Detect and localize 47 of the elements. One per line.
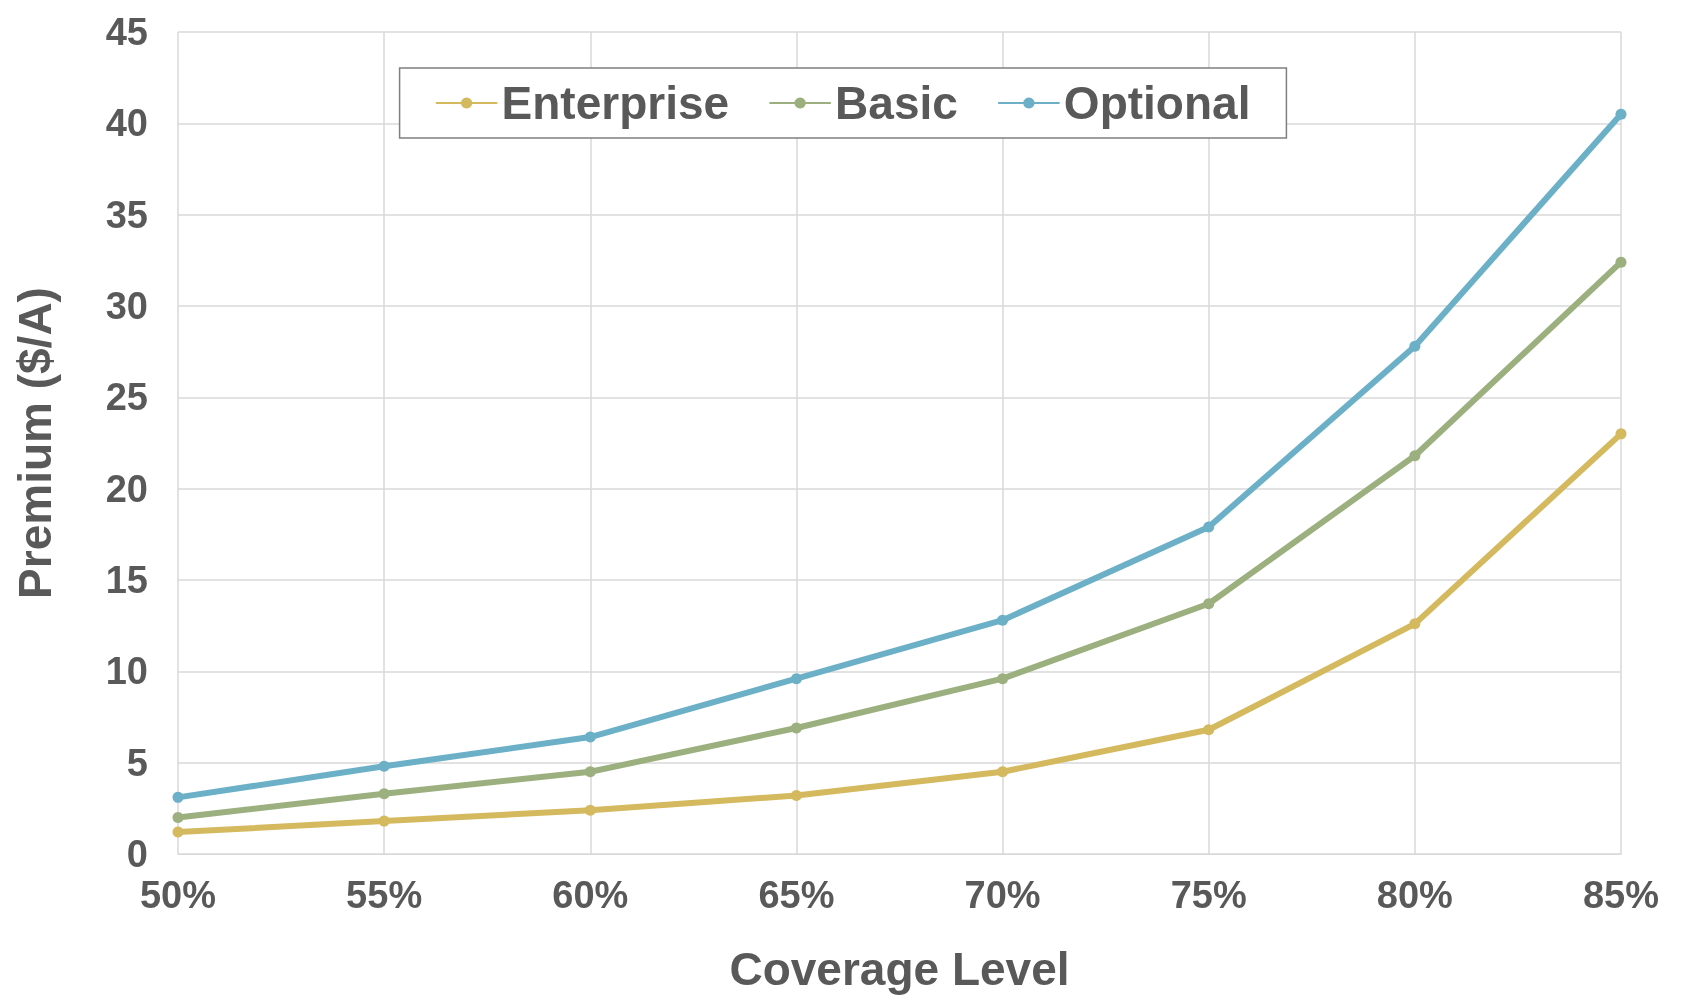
- point: [1615, 108, 1627, 120]
- y-tick-label: 5: [126, 741, 148, 784]
- x-tick-label: 55%: [346, 874, 423, 916]
- x-tick-label: 75%: [1170, 874, 1247, 916]
- point: [1409, 450, 1421, 462]
- point: [997, 614, 1009, 626]
- point: [378, 760, 390, 772]
- y-tick-label: 10: [105, 650, 148, 693]
- point: [1615, 428, 1627, 440]
- point: [997, 766, 1009, 778]
- legend-label: Optional: [1063, 77, 1251, 129]
- y-tick-label: 35: [105, 193, 148, 236]
- y-tick-label: 0: [126, 833, 148, 875]
- x-tick-label: 85%: [1582, 874, 1660, 916]
- y-tick-label: 20: [105, 467, 148, 510]
- point: [172, 791, 184, 803]
- y-axis-title: Premium ($/A): [9, 287, 61, 599]
- x-tick-label: 50%: [139, 874, 217, 916]
- point: [1203, 598, 1215, 610]
- x-tick-label: 65%: [758, 874, 835, 916]
- point: [1203, 724, 1215, 736]
- point: [172, 826, 184, 838]
- x-tick-label: 60%: [552, 874, 629, 916]
- point: [1409, 340, 1421, 352]
- point: [584, 731, 596, 743]
- y-tick-label: 15: [105, 559, 148, 601]
- point: [790, 790, 802, 802]
- x-axis-title: Coverage Level: [729, 943, 1070, 995]
- point: [997, 673, 1009, 685]
- point: [584, 766, 596, 778]
- point: [1409, 618, 1421, 630]
- legend-label: Basic: [835, 77, 958, 129]
- point: [378, 788, 390, 800]
- point: [790, 673, 802, 685]
- point: [790, 722, 802, 734]
- point: [584, 804, 596, 816]
- y-tick-label: 45: [105, 11, 148, 53]
- y-tick-label: 40: [105, 102, 148, 145]
- point: [378, 815, 390, 827]
- x-tick-label: 80%: [1376, 874, 1453, 916]
- point: [1203, 521, 1215, 533]
- y-tick-label: 25: [105, 376, 148, 419]
- point: [172, 811, 184, 823]
- x-tick-label: 70%: [964, 874, 1041, 916]
- legend-label: Enterprise: [501, 77, 730, 129]
- y-tick-label: 30: [105, 285, 148, 327]
- point: [1615, 256, 1627, 268]
